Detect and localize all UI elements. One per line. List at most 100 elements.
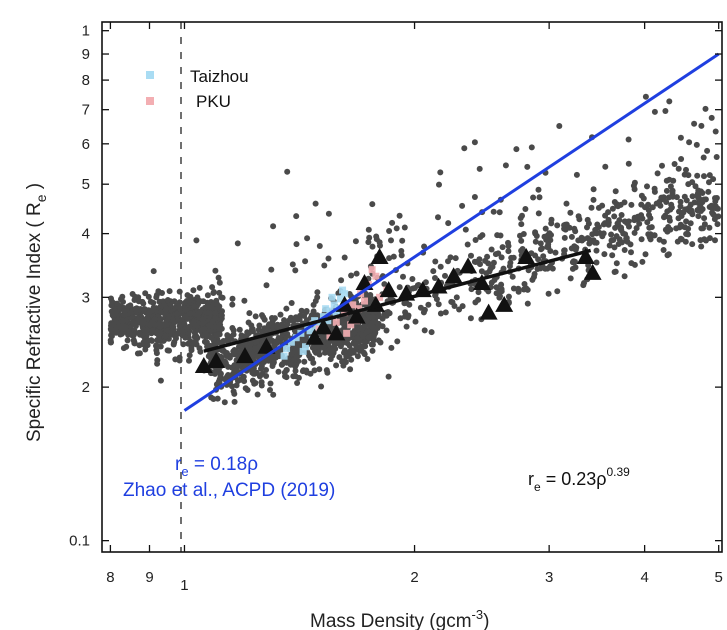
background-point (347, 366, 354, 373)
series-point-taizhou (302, 343, 310, 351)
background-point (162, 306, 169, 313)
background-point (401, 224, 408, 231)
background-point (621, 199, 628, 206)
background-point (369, 201, 376, 208)
background-point (223, 374, 230, 381)
background-point (677, 134, 684, 141)
background-point (200, 298, 207, 305)
background-point (301, 358, 308, 365)
background-point (354, 335, 361, 342)
background-point (321, 262, 328, 269)
background-point (267, 380, 274, 387)
y-tick-label: 1 (82, 23, 90, 40)
background-point (442, 309, 449, 316)
series-point-triangle (370, 247, 389, 264)
background-point (403, 299, 410, 306)
background-point (121, 308, 128, 315)
background-point (299, 368, 306, 375)
series-point-triangle (207, 352, 226, 369)
background-point (664, 228, 671, 235)
background-point (589, 231, 596, 238)
background-point (293, 353, 300, 360)
background-point (642, 251, 649, 258)
background-point (682, 206, 689, 213)
background-point (505, 243, 512, 249)
background-point (188, 347, 195, 354)
background-point (638, 236, 645, 243)
background-point (120, 317, 126, 324)
background-point (472, 237, 479, 243)
background-point (192, 334, 199, 341)
background-point (681, 193, 688, 200)
background-point (483, 270, 490, 277)
background-point (246, 310, 253, 317)
background-point (149, 327, 156, 334)
background-point (333, 362, 340, 369)
background-point (691, 199, 698, 206)
background-point (706, 224, 713, 231)
background-point (498, 281, 505, 288)
background-point (303, 309, 310, 315)
background-point (347, 351, 354, 357)
background-point (316, 243, 323, 249)
background-point (590, 196, 597, 203)
background-point (153, 294, 160, 301)
series-point-taizhou (287, 338, 295, 346)
background-point (412, 318, 419, 325)
background-point (270, 391, 277, 398)
background-point (166, 288, 173, 295)
background-point (218, 347, 225, 354)
background-point (698, 122, 705, 129)
background-point (666, 214, 673, 221)
background-point (184, 292, 191, 299)
background-point (646, 234, 653, 241)
series-point-pku (349, 301, 357, 309)
background-point (428, 329, 435, 336)
background-point (311, 367, 318, 374)
background-point (232, 347, 239, 354)
y-axis-title: Specific Refractive Index ( Re ) (24, 183, 49, 442)
legend-swatch-taizhou (146, 71, 154, 79)
series-point-triangle (517, 247, 536, 264)
background-point (341, 254, 348, 261)
background-point (519, 212, 525, 219)
background-point (488, 246, 495, 253)
background-point (292, 362, 299, 369)
background-point (253, 369, 260, 376)
background-point (468, 252, 474, 259)
series-point-taizhou (332, 310, 340, 318)
background-point (453, 294, 460, 301)
background-point (124, 337, 131, 344)
background-point (554, 288, 561, 295)
background-point (293, 314, 299, 321)
background-point (324, 369, 331, 376)
background-point (344, 340, 351, 347)
background-point (496, 288, 503, 295)
background-point (389, 219, 396, 226)
background-point (683, 166, 689, 173)
x-tick-label: 2 (410, 569, 418, 586)
background-point (140, 307, 147, 314)
fit-equation-blue: re = 0.18ρ (175, 454, 258, 479)
background-point (648, 224, 655, 231)
background-point (490, 208, 497, 215)
background-point (608, 231, 615, 238)
background-point (678, 156, 685, 162)
series-point-triangle (495, 295, 514, 312)
background-point (151, 321, 158, 328)
background-point (236, 326, 243, 333)
background-point (462, 226, 469, 233)
series-point-taizhou (326, 307, 334, 315)
background-point (612, 268, 619, 275)
background-point (608, 237, 615, 244)
series-point-triangle (194, 357, 213, 374)
background-point (256, 322, 263, 329)
background-point (259, 312, 265, 319)
background-point (162, 333, 169, 340)
y-tick-label: 5 (82, 176, 90, 193)
background-point (316, 366, 323, 373)
background-point (702, 105, 709, 112)
background-point (713, 195, 720, 201)
background-point (518, 237, 525, 244)
background-point (388, 237, 394, 244)
